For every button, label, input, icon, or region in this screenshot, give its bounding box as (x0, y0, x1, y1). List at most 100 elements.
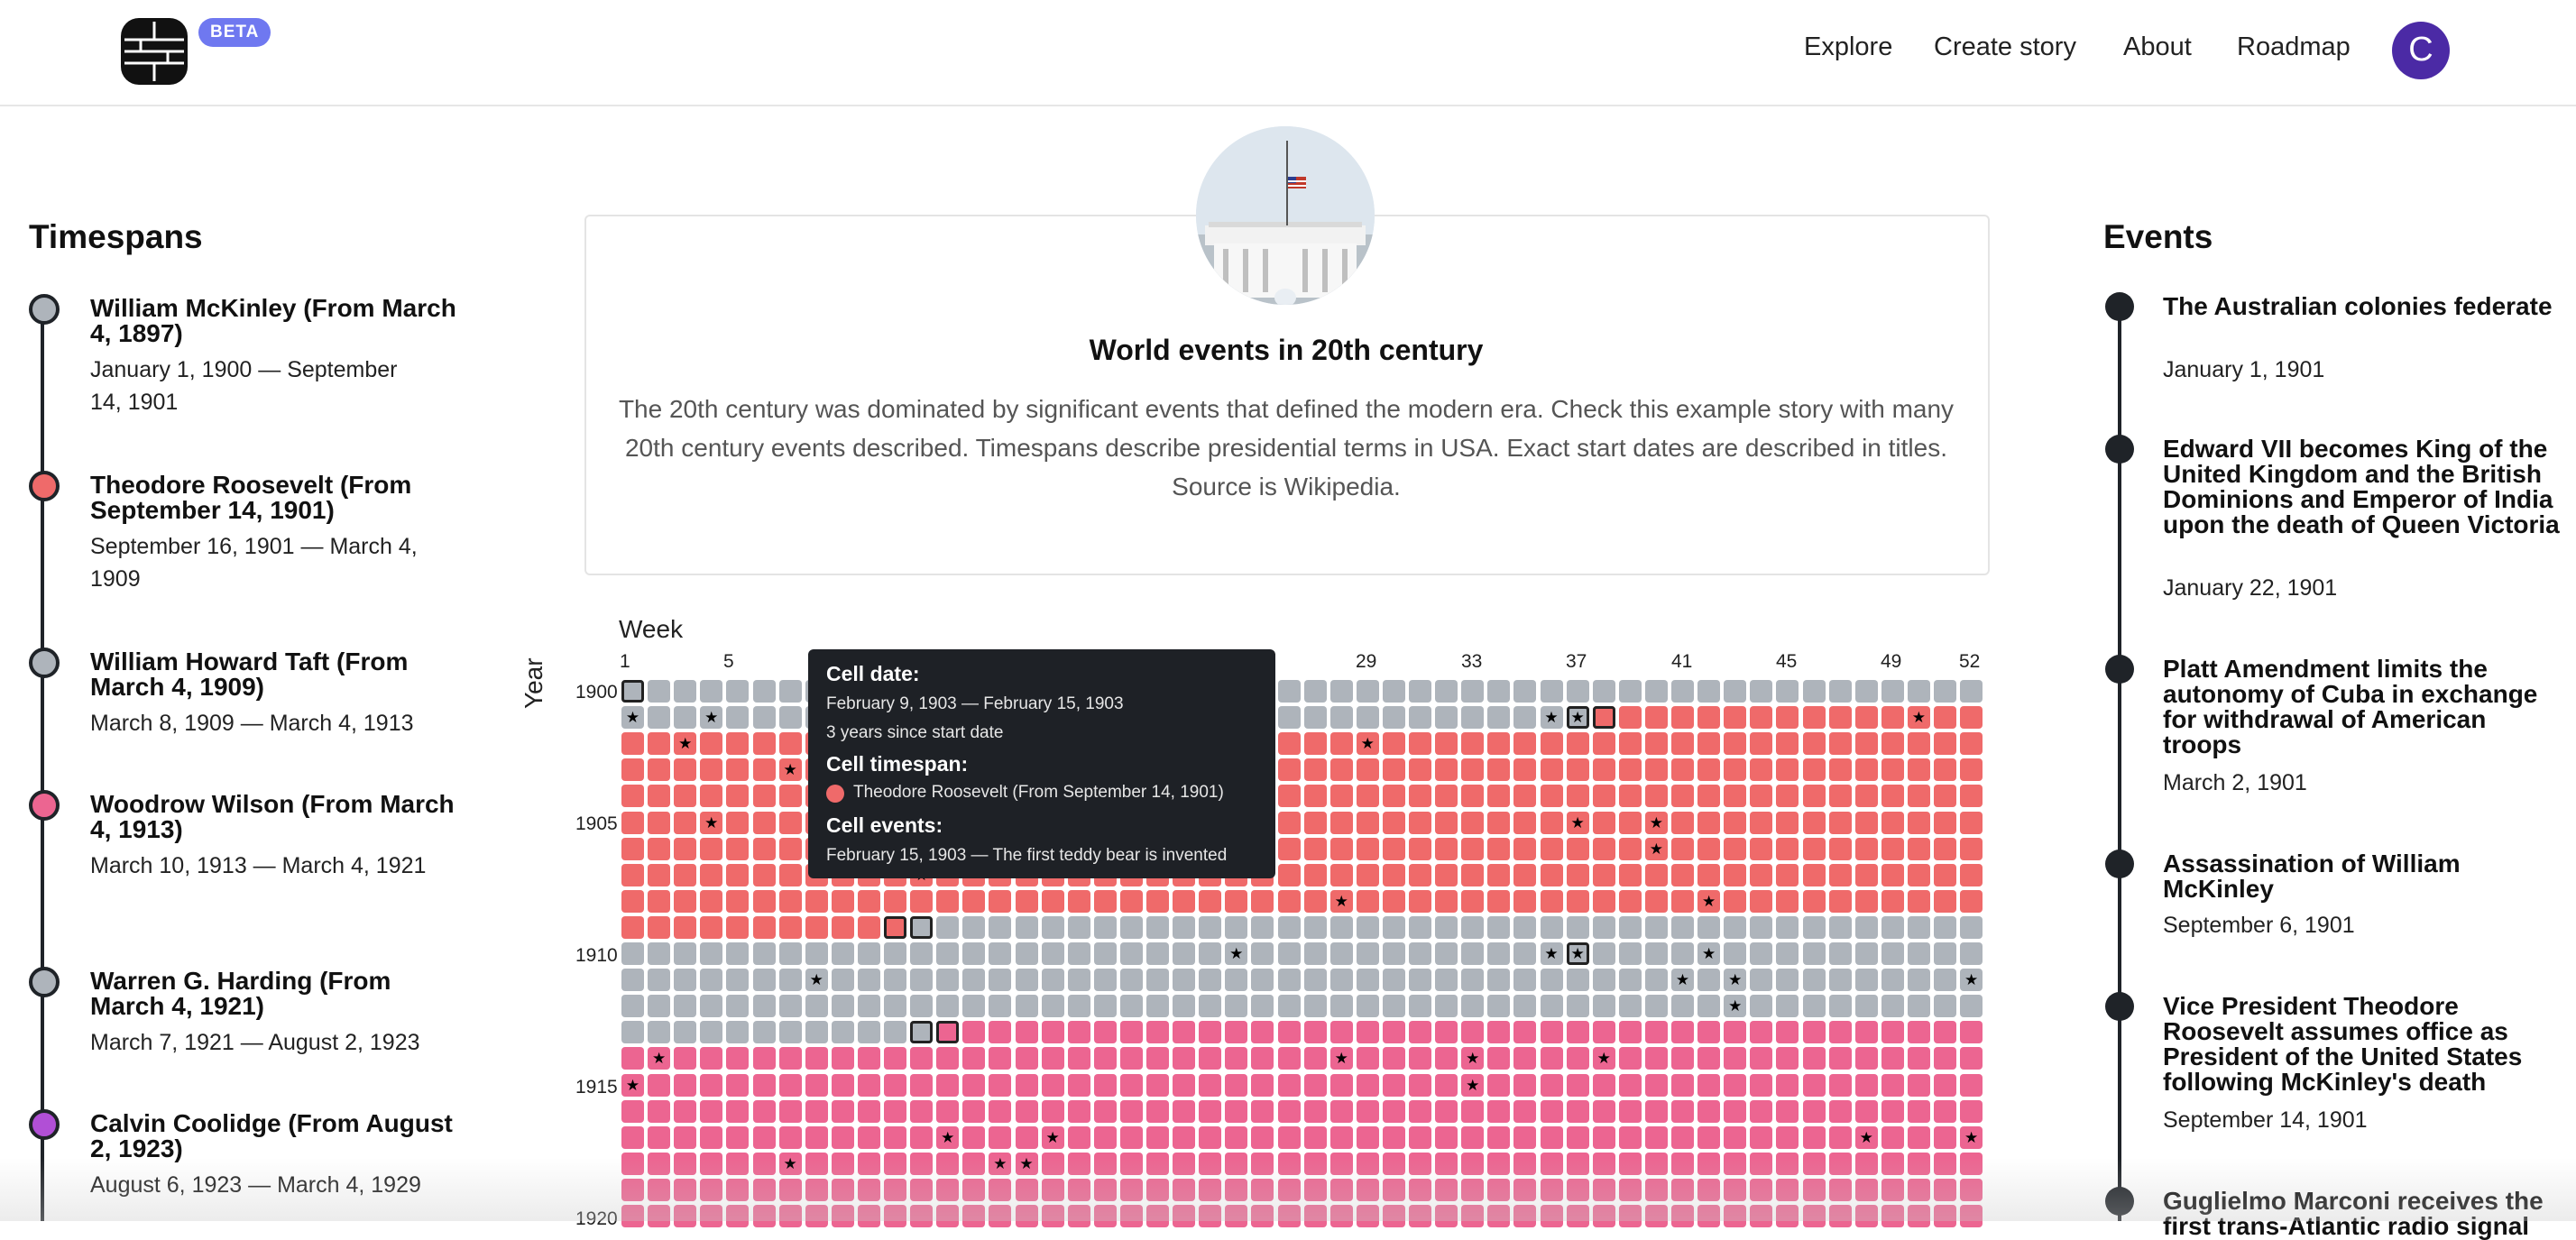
week-cell[interactable] (621, 915, 644, 939)
week-cell[interactable] (1644, 1152, 1668, 1175)
week-cell[interactable] (1513, 1021, 1537, 1044)
week-cell[interactable] (805, 1205, 828, 1227)
week-cell[interactable] (1015, 915, 1038, 939)
week-cell[interactable] (726, 969, 750, 992)
week-cell[interactable] (1093, 969, 1117, 992)
week-cell[interactable] (1199, 1047, 1222, 1070)
week-cell[interactable] (1960, 915, 1983, 939)
week-cell[interactable] (1724, 915, 1747, 939)
week-cell[interactable] (1225, 1021, 1248, 1044)
week-cell[interactable] (1540, 1205, 1563, 1227)
week-cell[interactable] (857, 995, 880, 1018)
week-cell[interactable] (1802, 1021, 1826, 1044)
week-cell[interactable] (884, 1021, 906, 1044)
week-cell[interactable] (1697, 1047, 1721, 1070)
week-cell[interactable] (1907, 1152, 1930, 1175)
week-cell[interactable] (1828, 1152, 1852, 1175)
week-cell[interactable] (1881, 811, 1904, 834)
week-cell[interactable] (1776, 1047, 1799, 1070)
week-cell[interactable] (726, 1178, 750, 1201)
week-cell[interactable] (1828, 969, 1852, 992)
week-cell[interactable]: ★ (1854, 1125, 1878, 1149)
week-cell[interactable] (1854, 706, 1878, 730)
week-cell[interactable] (1540, 732, 1563, 756)
week-cell[interactable] (936, 1099, 960, 1123)
week-cell[interactable] (936, 995, 960, 1018)
week-cell[interactable]: ★ (674, 732, 697, 756)
week-cell[interactable] (1277, 1021, 1301, 1044)
week-cell[interactable] (910, 1178, 934, 1201)
week-cell[interactable] (1067, 1152, 1090, 1175)
week-cell[interactable] (1592, 1125, 1615, 1149)
week-cell[interactable] (805, 889, 828, 913)
week-cell[interactable] (1119, 915, 1143, 939)
week-cell[interactable] (648, 942, 671, 965)
week-cell[interactable] (1015, 1205, 1038, 1227)
week-cell[interactable] (1644, 732, 1668, 756)
week-cell[interactable] (1119, 1152, 1143, 1175)
week-cell[interactable] (1960, 706, 1983, 730)
week-cell[interactable] (1409, 1205, 1431, 1227)
event-name[interactable]: Assassination of William McKinley (2163, 850, 2461, 903)
week-cell[interactable] (1934, 863, 1956, 886)
week-cell[interactable] (805, 1073, 828, 1097)
week-cell[interactable] (674, 706, 697, 730)
week-cell[interactable] (1225, 995, 1248, 1018)
week-cell[interactable] (1513, 995, 1537, 1018)
week-cell[interactable] (1697, 1178, 1721, 1201)
week-cell[interactable] (1697, 706, 1721, 730)
week-cell[interactable] (910, 942, 934, 965)
week-cell[interactable] (752, 995, 776, 1018)
week-cell[interactable]: ★ (1644, 811, 1668, 834)
week-cell[interactable] (1618, 1205, 1642, 1227)
week-cell[interactable] (1435, 969, 1458, 992)
week-cell[interactable] (1960, 1073, 1983, 1097)
week-cell[interactable] (1618, 1021, 1642, 1044)
week-cell[interactable] (1409, 680, 1431, 703)
week-cell[interactable] (1041, 1205, 1064, 1227)
week-cell[interactable] (1199, 969, 1222, 992)
week-cell[interactable] (1907, 680, 1930, 703)
week-cell[interactable] (726, 995, 750, 1018)
week-cell[interactable] (621, 1047, 644, 1070)
week-cell[interactable] (1225, 1047, 1248, 1070)
week-cell[interactable] (1461, 1152, 1485, 1175)
week-cell[interactable] (621, 1178, 644, 1201)
week-cell[interactable] (1409, 1099, 1431, 1123)
week-cell[interactable] (1119, 1205, 1143, 1227)
week-cell[interactable] (1409, 995, 1431, 1018)
week-cell[interactable] (752, 1073, 776, 1097)
week-cell[interactable] (1776, 1178, 1799, 1201)
week-cell[interactable] (1487, 915, 1511, 939)
week-cell[interactable] (857, 1125, 880, 1149)
week-cell[interactable]: ★ (1960, 1125, 1983, 1149)
week-cell[interactable] (1671, 785, 1694, 808)
week-cell[interactable] (1592, 1073, 1615, 1097)
week-cell[interactable] (1461, 706, 1485, 730)
week-cell[interactable] (1776, 863, 1799, 886)
week-cell[interactable] (1881, 1152, 1904, 1175)
week-cell[interactable] (1960, 1152, 1983, 1175)
week-cell[interactable] (831, 1073, 854, 1097)
week-cell[interactable] (1435, 1205, 1458, 1227)
week-cell[interactable] (1119, 1021, 1143, 1044)
week-cell[interactable] (1854, 995, 1878, 1018)
week-cell[interactable] (1382, 1099, 1405, 1123)
week-cell[interactable] (1487, 706, 1511, 730)
week-cell[interactable] (1303, 1125, 1327, 1149)
week-cell[interactable] (648, 889, 671, 913)
week-cell[interactable] (1303, 1073, 1327, 1097)
week-cell[interactable] (1540, 1152, 1563, 1175)
week-cell[interactable] (1724, 1073, 1747, 1097)
week-cell[interactable] (1199, 915, 1222, 939)
week-cell[interactable] (1724, 680, 1747, 703)
week-cell[interactable] (1356, 1178, 1379, 1201)
week-cell[interactable]: ★ (1041, 1125, 1064, 1149)
week-cell[interactable] (1146, 1047, 1169, 1070)
week-cell[interactable] (1776, 732, 1799, 756)
week-cell[interactable] (752, 732, 776, 756)
week-cell[interactable] (1750, 889, 1773, 913)
week-cell[interactable] (1329, 942, 1353, 965)
week-cell[interactable] (1592, 863, 1615, 886)
week-cell[interactable] (1802, 995, 1826, 1018)
